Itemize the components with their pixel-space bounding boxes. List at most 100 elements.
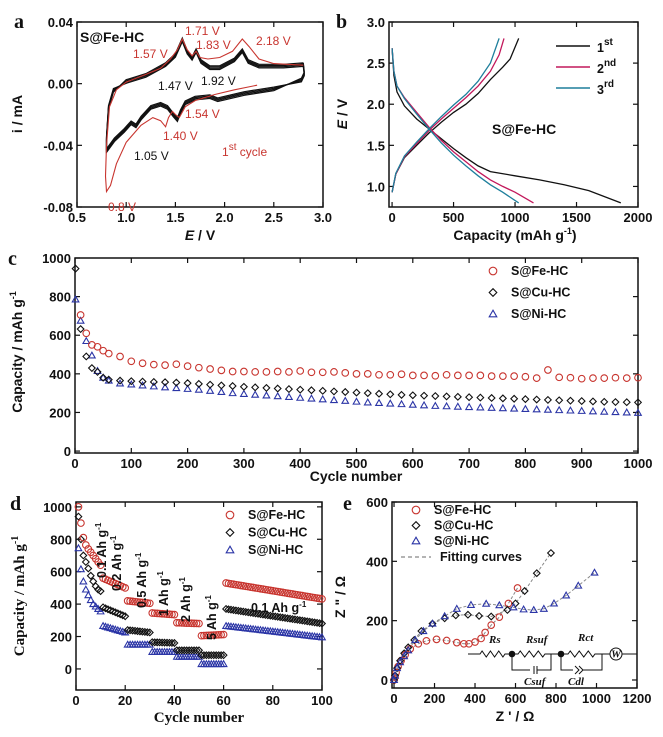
data-point-triangle [487, 403, 496, 411]
data-point-circle [76, 311, 85, 319]
y-axis-title: Capacity / mAh g-1 [10, 536, 28, 656]
data-point-diamond [115, 376, 125, 385]
y-axis-title: i / mA [9, 95, 25, 133]
data-point-circle [74, 503, 83, 511]
data-point-triangle [363, 398, 373, 406]
x-tick-label: 2.0 [216, 210, 234, 225]
data-point-diamond [108, 607, 117, 616]
data-point-triangle [329, 395, 339, 404]
data-point-circle [81, 541, 90, 549]
peak-annotation: 1.57 V [133, 47, 168, 61]
data-point-triangle [574, 581, 583, 589]
rate-unit-sup: -1 [134, 552, 143, 560]
x-tick-label: 20 [118, 693, 132, 708]
data-point-diamond [532, 569, 541, 578]
data-point-triangle [386, 399, 395, 407]
axis-title-main: Capacity (mAh g [453, 227, 563, 243]
x-tick-label: 300 [233, 456, 255, 471]
data-point-triangle [86, 595, 96, 604]
data-point-triangle [115, 379, 125, 387]
data-point-diamond [224, 605, 233, 614]
data-point-circle [133, 598, 142, 606]
data-point-circle [93, 342, 102, 351]
peak-annotation: 1.83 V [196, 38, 231, 52]
data-point-circle [141, 598, 149, 607]
data-point-triangle [170, 647, 179, 655]
legend-ordinal: 2 [597, 62, 604, 76]
data-point-triangle [397, 399, 406, 408]
data-point-triangle [172, 383, 181, 392]
rate-value: 2 Ah g [179, 584, 193, 622]
data-point-diamond [127, 377, 136, 386]
x-tick-label: 900 [571, 456, 593, 471]
plot-frame [391, 501, 638, 689]
peak-annotation: 1.40 V [163, 129, 198, 143]
rate-unit-sup: -1 [109, 535, 118, 543]
data-point-circle [544, 366, 552, 374]
data-point-circle [420, 371, 428, 380]
legend-ordinal: 1 [597, 41, 604, 55]
data-point-diamond [239, 382, 248, 391]
data-point-circle [431, 371, 440, 380]
data-point-circle [513, 584, 522, 592]
data-point-circle [192, 619, 201, 628]
data-point-circle [219, 630, 228, 639]
data-point-diamond [397, 390, 406, 399]
data-point-circle [510, 372, 518, 381]
data-point-diamond [263, 611, 272, 620]
rate-value: 5 Ah g [205, 602, 219, 640]
data-point-diamond [389, 675, 399, 685]
data-point-diamond [510, 394, 519, 403]
legend: S@Fe-HC S@Cu-HC S@Ni-HC [488, 264, 570, 321]
data-point-circle [487, 621, 496, 629]
data-point-diamond [284, 385, 294, 394]
x-tick-label: 600 [402, 456, 424, 471]
data-point-triangle [82, 336, 91, 345]
data-point-circle [488, 266, 498, 276]
data-point-circle [185, 619, 194, 628]
data-point-circle [170, 610, 179, 619]
data-point-triangle [481, 599, 491, 607]
x-tick-label: 200 [177, 456, 199, 471]
data-point-triangle [390, 671, 400, 679]
data-point-diamond [138, 377, 147, 386]
data-point-circle [116, 352, 124, 361]
data-point-circle [414, 639, 423, 648]
y-tick-label: 200 [49, 405, 71, 420]
data-point-diamond [315, 619, 324, 628]
data-point-diamond [161, 378, 170, 387]
data-point-circle [555, 373, 564, 382]
cycle-suffix: st [229, 142, 237, 153]
data-point-circle [532, 374, 541, 382]
data-point-triangle [228, 388, 237, 397]
sample-label: S@Fe-HC [80, 29, 144, 45]
panel-a-cv-chart: 0.5 1.0 1.5 2.0 2.5 3.0 -0.08 -0.04 0.00 0.04 a S@F… [9, 11, 332, 243]
data-point-circle [307, 368, 316, 377]
data-point-circle [161, 361, 169, 370]
data-point-circle [153, 609, 162, 618]
data-point-triangle [488, 309, 498, 318]
data-point-diamond [532, 395, 541, 404]
data-point-triangle [79, 577, 88, 585]
x-tick-label: 500 [443, 210, 465, 225]
data-point-diamond [236, 607, 245, 616]
data-point-circle [397, 370, 406, 379]
cycle-number: 1 [222, 145, 229, 159]
data-point-circle [197, 631, 206, 640]
legend: S@Fe-HC S@Cu-HCS@Ni-HC Fitting curves [401, 503, 522, 564]
data-point-diamond [246, 608, 255, 617]
data-point-triangle [419, 626, 428, 635]
data-point-diamond [588, 397, 598, 406]
fitting-curve [393, 552, 552, 681]
data-point-triangle [160, 382, 170, 391]
panel-label: b [336, 11, 347, 33]
data-point-triangle [74, 543, 83, 552]
rate-value: 0.1 Ah g [251, 601, 299, 615]
data-point-diamond [79, 551, 88, 560]
data-point-circle [471, 638, 479, 646]
y-tick-label: 400 [50, 597, 72, 612]
data-point-triangle [466, 600, 476, 608]
data-point-triangle [476, 403, 485, 411]
peak-annotation: 1.71 V [185, 24, 220, 38]
